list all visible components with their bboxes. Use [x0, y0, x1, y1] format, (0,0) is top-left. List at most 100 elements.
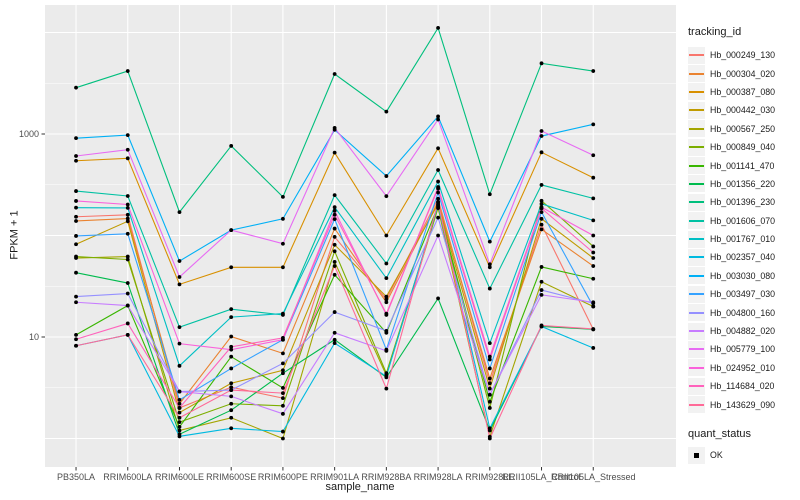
data-point	[281, 371, 285, 376]
data-point	[332, 242, 337, 247]
data-point	[125, 206, 130, 210]
data-point	[281, 411, 285, 416]
legend-key	[688, 340, 705, 358]
data-point	[229, 408, 234, 413]
data-point	[229, 394, 234, 399]
data-point	[177, 325, 182, 330]
legend-key	[688, 359, 705, 377]
data-point	[384, 109, 389, 114]
data-point	[74, 85, 78, 90]
data-point	[281, 368, 285, 373]
x-tick-label: RRIM600SE	[206, 472, 256, 482]
data-point	[229, 426, 234, 431]
y-tick-label: 10	[29, 332, 39, 342]
data-point	[591, 244, 596, 249]
data-point	[487, 392, 492, 397]
data-point	[229, 265, 234, 270]
data-point	[229, 388, 234, 392]
data-point	[591, 196, 596, 201]
data-point	[125, 257, 130, 262]
data-point	[384, 174, 389, 178]
legend-entry-label: OK	[710, 450, 723, 460]
legend-key	[688, 138, 705, 156]
data-point	[125, 194, 130, 198]
data-point	[281, 391, 285, 396]
data-point	[436, 190, 440, 195]
legend-entry-label: Hb_002357_040	[710, 252, 776, 263]
data-point	[539, 206, 544, 211]
data-point	[487, 406, 492, 410]
data-point	[229, 385, 234, 390]
data-point	[436, 168, 440, 172]
data-point	[74, 343, 78, 348]
legend-entry: Hb_000249_130	[688, 46, 798, 64]
data-point	[539, 129, 544, 133]
legend-key	[688, 175, 705, 193]
data-point	[487, 381, 492, 386]
data-point	[591, 346, 596, 350]
data-point	[384, 276, 389, 281]
data-point	[332, 341, 337, 346]
data-point	[591, 153, 596, 158]
legend-entry: Hb_002357_040	[688, 248, 798, 266]
data-point	[281, 403, 285, 408]
data-point	[591, 276, 596, 281]
legend-key-line-icon	[689, 403, 704, 406]
data-point	[125, 133, 130, 138]
data-point	[74, 337, 78, 342]
legend-entry: Hb_001356_220	[688, 175, 798, 193]
data-point	[332, 310, 337, 314]
data-point	[125, 231, 130, 236]
data-point	[125, 281, 130, 285]
data-point	[591, 250, 596, 255]
data-point	[281, 241, 285, 246]
data-point	[487, 357, 492, 362]
legend-entry-label: Hb_114684_020	[710, 381, 775, 392]
legend-entry: Hb_000849_040	[688, 138, 798, 156]
data-point	[229, 354, 234, 359]
data-point	[539, 210, 544, 215]
legend-key	[688, 120, 705, 138]
data-point	[436, 215, 440, 220]
legend-entry-label: Hb_001356_220	[710, 178, 776, 189]
data-point	[591, 264, 596, 268]
legend-key	[688, 83, 705, 101]
legend-entry: Hb_001141_470	[688, 156, 798, 175]
legend-entry: Hb_143629_090	[688, 395, 798, 414]
legend-entry-label: Hb_001767_010	[710, 234, 776, 245]
legend-key-line-icon	[689, 54, 704, 57]
legend-entry: Hb_000567_250	[688, 120, 798, 138]
data-point	[332, 249, 337, 254]
legend-key-line-icon	[689, 90, 704, 93]
data-point	[332, 330, 337, 335]
data-point	[436, 179, 440, 184]
data-point	[436, 200, 440, 205]
legend-entry-label: Hb_143629_090	[710, 399, 776, 410]
data-point	[177, 389, 182, 394]
y-tick-label: 1000	[19, 129, 39, 139]
data-point	[74, 234, 78, 238]
data-point	[487, 192, 492, 197]
data-point	[539, 279, 544, 284]
legend-entries: Hb_000249_130 Hb_000304_020 Hb_000387_080 H…	[688, 46, 798, 414]
data-point	[177, 341, 182, 346]
data-point	[591, 300, 596, 305]
data-point	[436, 296, 440, 301]
legend-entry: Hb_001767_010	[688, 230, 798, 248]
legend-entry: Hb_000304_020	[688, 64, 798, 83]
data-point	[125, 254, 130, 259]
data-point	[436, 146, 440, 151]
legend-key-line-icon	[689, 366, 704, 369]
data-point	[384, 194, 389, 199]
data-point	[177, 401, 182, 406]
data-point	[539, 198, 544, 203]
legend-title-quant-status: quant_status	[688, 427, 751, 440]
legend-entry: Hb_005779_100	[688, 340, 798, 358]
data-point	[177, 282, 182, 287]
data-point	[332, 125, 337, 130]
legend-key-line-icon	[689, 348, 704, 351]
legend-entry: Hb_024952_010	[688, 359, 798, 377]
legend-entry: Hb_004882_020	[688, 322, 798, 340]
x-tick-label: RRII105LA_Control	[503, 472, 581, 482]
